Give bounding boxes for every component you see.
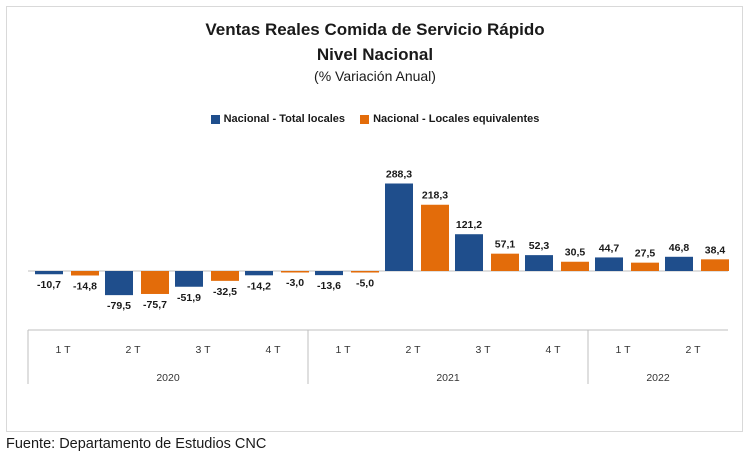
chart-title: Ventas Reales Comida de Servicio Rápido xyxy=(205,20,545,39)
tick-label-2: 3 T xyxy=(196,344,212,356)
data-label-total-7: 52,3 xyxy=(529,240,550,252)
source-note: Fuente: Departamento de Estudios CNC xyxy=(6,436,267,452)
bar-equivalentes-3 xyxy=(281,271,309,273)
data-label-equivalentes-5: 218,3 xyxy=(422,190,448,202)
bar-total-7 xyxy=(525,255,553,271)
tick-label-6: 3 T xyxy=(476,344,492,356)
bar-equivalentes-6 xyxy=(491,253,519,271)
bar-equivalentes-0 xyxy=(71,271,99,276)
legend-item-total: Nacional - Total locales xyxy=(210,113,346,125)
bar-equivalentes-4 xyxy=(351,271,379,273)
bar-total-3 xyxy=(245,271,273,276)
bar-equivalentes-2 xyxy=(211,271,239,281)
data-label-total-0: -10,7 xyxy=(37,279,61,291)
data-label-total-8: 44,7 xyxy=(599,242,620,254)
data-label-equivalentes-7: 30,5 xyxy=(565,247,586,259)
data-label-equivalentes-0: -14,8 xyxy=(73,280,97,292)
data-label-equivalentes-2: -32,5 xyxy=(213,286,237,298)
group-label-2021: 2021 xyxy=(436,372,460,384)
tick-label-5: 2 T xyxy=(406,344,422,356)
tick-label-7: 4 T xyxy=(546,344,562,356)
legend-label-equivalentes: Nacional - Locales equivalentes xyxy=(373,113,540,125)
data-label-equivalentes-8: 27,5 xyxy=(635,248,656,260)
tick-label-9: 2 T xyxy=(686,344,702,356)
data-label-total-9: 46,8 xyxy=(669,242,690,254)
legend-swatch-total xyxy=(210,114,220,124)
data-label-total-5: 288,3 xyxy=(386,169,412,181)
tick-label-4: 1 T xyxy=(336,344,352,356)
bar-equivalentes-1 xyxy=(141,271,169,294)
bar-total-9 xyxy=(665,256,693,271)
data-label-total-4: -13,6 xyxy=(317,280,341,292)
bar-equivalentes-7 xyxy=(561,261,589,271)
data-label-total-1: -79,5 xyxy=(107,300,131,312)
data-label-equivalentes-3: -3,0 xyxy=(286,277,304,289)
tick-label-0: 1 T xyxy=(56,344,72,356)
bar-total-6 xyxy=(455,234,483,271)
tick-label-1: 2 T xyxy=(126,344,142,356)
bar-equivalentes-9 xyxy=(701,259,729,271)
legend-swatch-equivalentes xyxy=(360,114,370,124)
bar-total-5 xyxy=(385,183,413,271)
data-label-total-3: -14,2 xyxy=(247,280,271,292)
data-label-equivalentes-4: -5,0 xyxy=(356,278,374,290)
data-label-total-6: 121,2 xyxy=(456,219,482,231)
bar-total-4 xyxy=(315,271,343,276)
chart-subtitle: Nivel Nacional xyxy=(316,45,434,64)
bar-total-8 xyxy=(595,257,623,271)
bar-total-2 xyxy=(175,271,203,287)
chart-frame xyxy=(6,6,743,432)
data-label-total-2: -51,9 xyxy=(177,292,201,304)
bar-total-0 xyxy=(35,271,63,275)
chart-legend: Nacional - Total locales Nacional - Loca… xyxy=(0,113,750,127)
bar-equivalentes-8 xyxy=(631,262,659,271)
data-label-equivalentes-9: 38,4 xyxy=(705,244,726,256)
tick-label-3: 4 T xyxy=(266,344,282,356)
legend-item-equivalentes: Nacional - Locales equivalentes xyxy=(360,113,539,125)
bar-total-1 xyxy=(105,271,133,296)
data-label-equivalentes-1: -75,7 xyxy=(143,299,167,311)
group-label-2020: 2020 xyxy=(156,372,180,384)
data-label-equivalentes-6: 57,1 xyxy=(495,239,516,251)
group-label-2022: 2022 xyxy=(646,372,670,384)
tick-label-8: 1 T xyxy=(616,344,632,356)
legend-label-total: Nacional - Total locales xyxy=(223,113,346,125)
bar-equivalentes-5 xyxy=(421,204,449,271)
chart-unit-label: (% Variación Anual) xyxy=(314,68,436,84)
